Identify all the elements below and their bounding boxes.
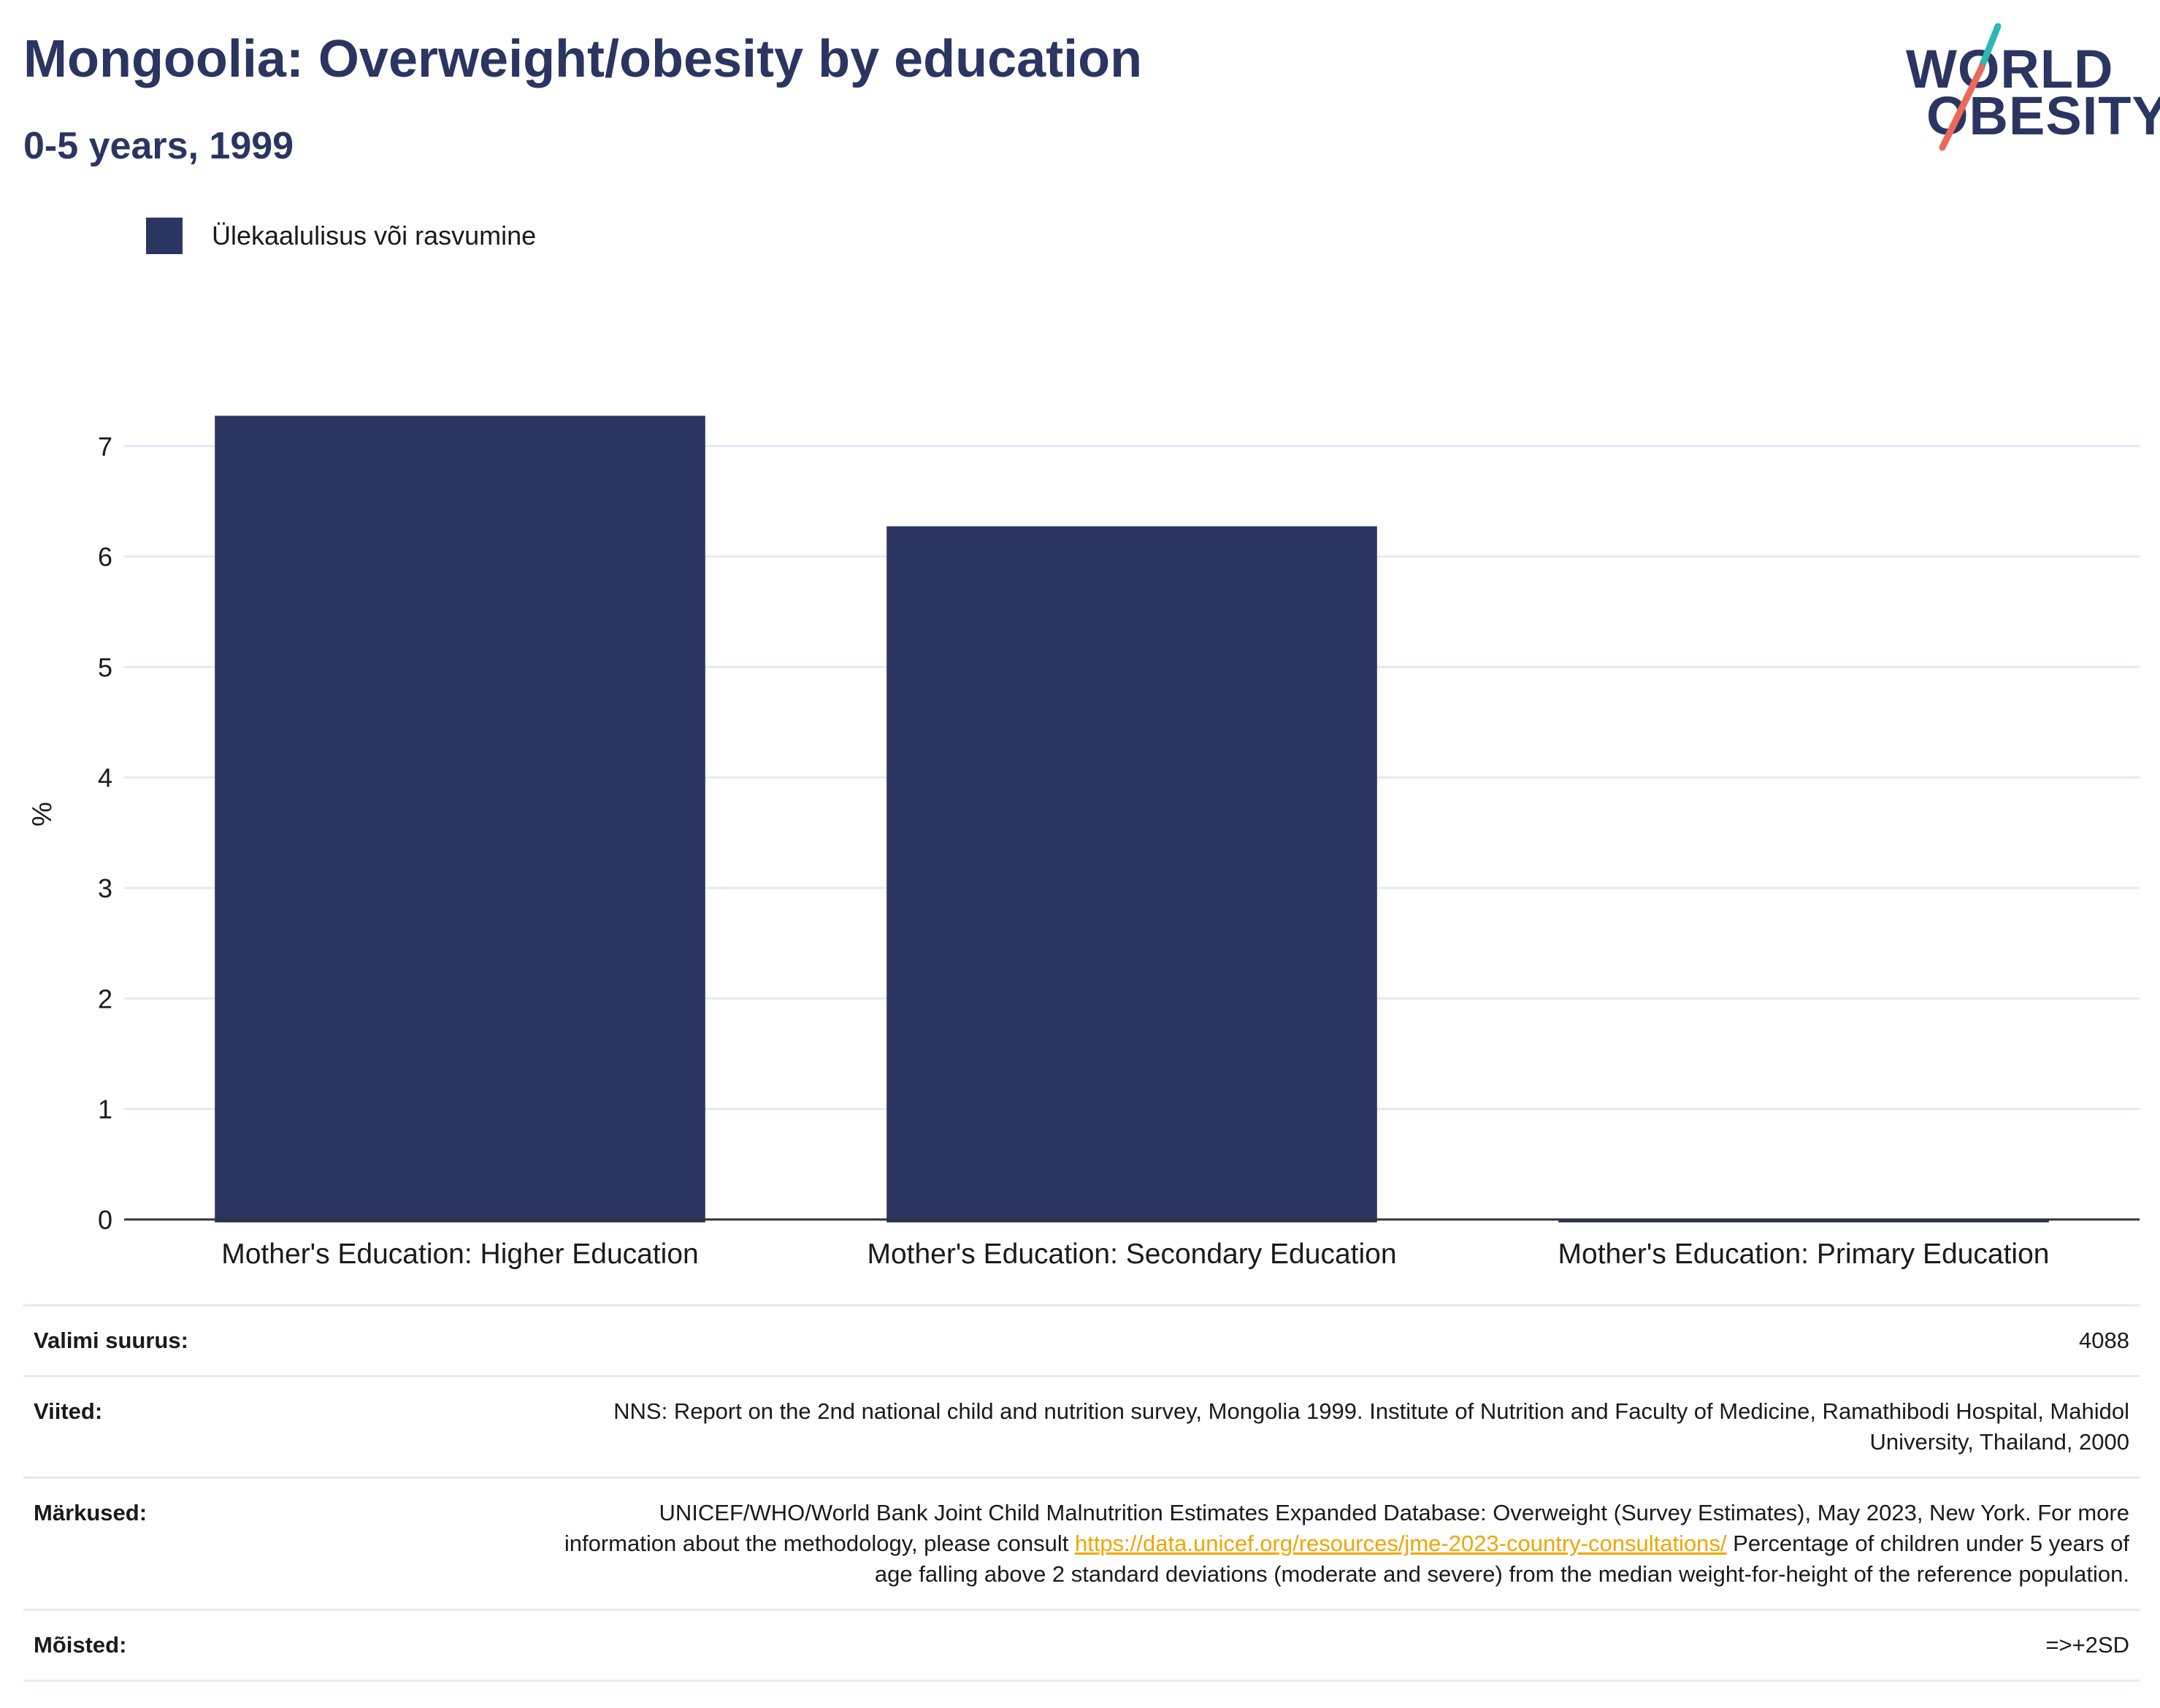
chart-title: Mongoolia: Overweight/obesity by educati… (23, 30, 1143, 88)
x-tick-label: Mother's Education: Higher Education (221, 1238, 698, 1270)
bar (886, 526, 1377, 1222)
definitions-label: Mõisted: (34, 1632, 127, 1658)
bar (1558, 1219, 2049, 1222)
bar-chart: 0 1 2 3 4 5 6 7% Mother's Education: Higher Educ… (27, 415, 2140, 1270)
notes-value: UNICEF/WHO/World Bank Joint Child Malnut… (559, 1498, 2129, 1590)
footer-row-notes: Märkused: UNICEF/WHO/World Bank Joint Ch… (23, 1477, 2140, 1609)
footer-row-references: Viited: NNS: Report on the 2nd national … (23, 1375, 2140, 1477)
y-tick-label: 0 (98, 1205, 112, 1235)
x-tick-label: Mother's Education: Secondary Education (867, 1238, 1396, 1270)
y-tick-label: 5 (98, 652, 112, 682)
references-value: NNS: Report on the 2nd national child an… (613, 1398, 2129, 1455)
x-tick-label: Mother's Education: Primary Education (1558, 1238, 2050, 1270)
sample-size-label: Valimi suurus: (34, 1328, 188, 1353)
legend-label: Ülekaalulisus või rasvumine (212, 221, 537, 250)
methodology-link[interactable]: https://data.unicef.org/resources/jme-20… (1074, 1531, 1727, 1556)
legend-swatch (146, 218, 183, 254)
chart-subtitle: 0-5 years, 1999 (23, 125, 294, 167)
y-tick-label: 6 (98, 542, 112, 572)
y-tick-label: 2 (98, 984, 112, 1014)
footer-row-sample-size: Valimi suurus: 4088 (23, 1304, 2140, 1375)
footer-row-definitions: Mõisted: =>+2SD (23, 1609, 2140, 1682)
logo-text-world: WORLD (1906, 39, 2114, 99)
notes-label: Märkused: (34, 1500, 148, 1525)
y-tick-label: 1 (98, 1095, 112, 1125)
logo-slash-icon (1939, 23, 2002, 151)
definitions-value: =>+2SD (2045, 1632, 2129, 1658)
chart-footer: Valimi suurus: 4088 Viited: NNS: Report … (23, 1304, 2140, 1682)
references-label: Viited: (34, 1398, 103, 1424)
y-tick-label: 7 (98, 432, 112, 462)
notes-text-2: Percentage of children under 5 years of … (874, 1531, 2129, 1587)
bar (215, 415, 705, 1222)
notes-text-1: UNICEF/WHO/World Bank Joint Child Malnut… (564, 1500, 2129, 1556)
y-tick-label: 3 (98, 873, 112, 903)
y-tick-label: 4 (98, 763, 112, 793)
y-axis-label: % (27, 802, 58, 827)
world-obesity-logo: WORLD OBESITY (1906, 22, 2160, 153)
sample-size-value: 4088 (2079, 1328, 2129, 1353)
